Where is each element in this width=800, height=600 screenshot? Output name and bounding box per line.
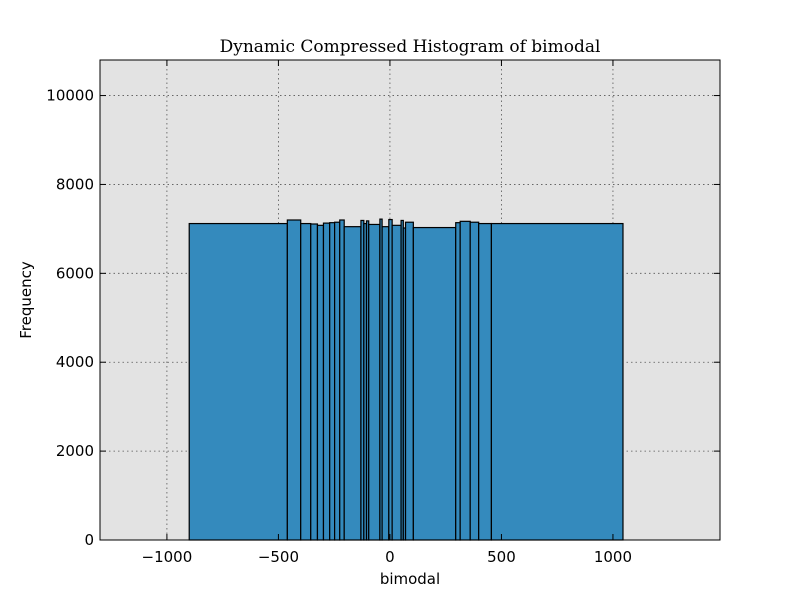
histogram-bar	[286, 219, 302, 541]
x-tick-label: −1000	[142, 548, 193, 566]
histogram-bar	[412, 226, 457, 541]
histogram-bar	[310, 223, 319, 541]
histogram-bar	[339, 219, 345, 541]
histogram-bar	[334, 221, 341, 541]
histogram-bar	[322, 222, 331, 541]
x-tick-label: −500	[258, 548, 299, 566]
histogram-bar	[300, 222, 312, 541]
y-tick-label: 10000	[46, 87, 94, 105]
histogram-bar	[459, 220, 471, 541]
histogram-bar	[455, 222, 461, 541]
histogram-bar	[404, 221, 414, 541]
histogram-bar	[478, 222, 493, 541]
histogram-bar	[368, 223, 381, 541]
histogram-bar	[329, 222, 336, 541]
histogram-bar	[188, 222, 288, 541]
x-tick-label: 1000	[594, 548, 632, 566]
histogram-bar	[316, 224, 325, 541]
y-axis-label: Frequency	[17, 261, 35, 339]
histogram-bar	[391, 224, 402, 541]
y-tick-label: 6000	[56, 264, 94, 282]
plot-frame	[99, 59, 721, 541]
histogram-bar	[469, 221, 480, 541]
x-axis-label: bimodal	[380, 570, 440, 588]
x-tick-label: 500	[487, 548, 516, 566]
y-tick-label: 4000	[56, 353, 94, 371]
y-tick-label: 8000	[56, 175, 94, 193]
histogram-bar	[490, 222, 624, 541]
y-tick-label: 0	[84, 531, 94, 549]
x-tick-label: 0	[385, 548, 395, 566]
histogram-bars	[188, 218, 624, 541]
y-tick-label: 2000	[56, 442, 94, 460]
histogram-bar	[343, 226, 362, 541]
histogram-bar	[381, 226, 390, 541]
chart-title: Dynamic Compressed Histogram of bimodal	[220, 37, 601, 57]
